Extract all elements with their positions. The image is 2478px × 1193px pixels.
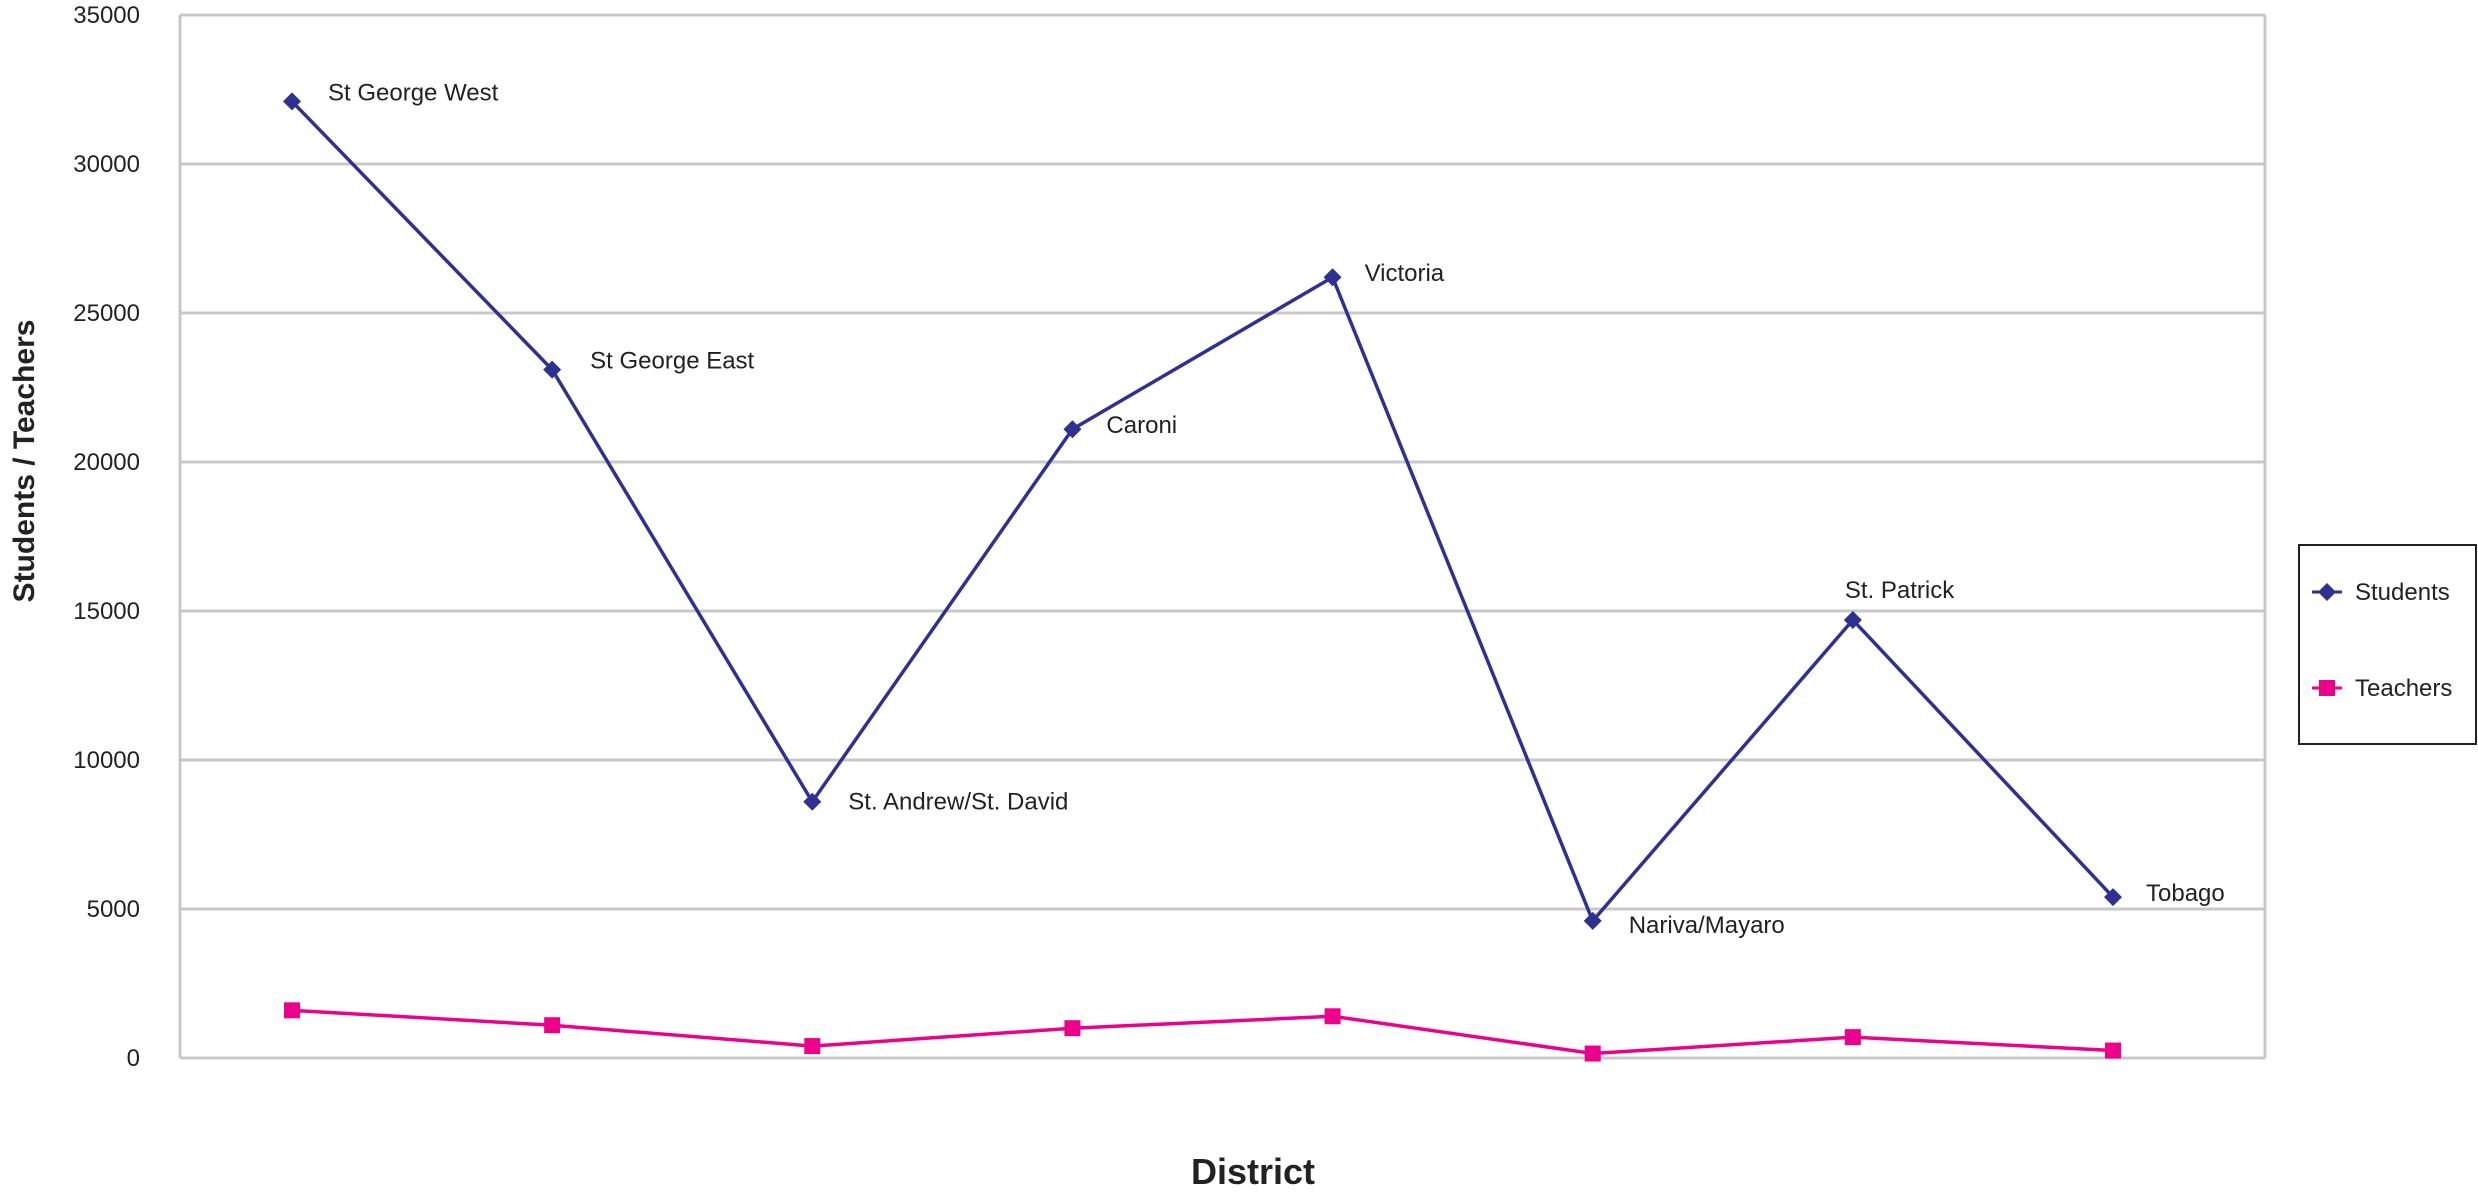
y-axis-ticks: 0 5000 10000 15000 20000 25000 30000 35000 bbox=[73, 2, 140, 1072]
marker-students bbox=[1323, 268, 1342, 287]
marker-students bbox=[803, 792, 822, 811]
marker-students bbox=[283, 92, 301, 111]
point-label: Caroni bbox=[1106, 412, 1177, 439]
y-tick-label: 10000 bbox=[73, 747, 140, 774]
x-axis-title: District bbox=[1191, 1151, 1315, 1192]
legend-marker bbox=[2319, 680, 2335, 696]
marker-teachers bbox=[284, 1002, 300, 1019]
y-tick-label: 25000 bbox=[73, 300, 140, 327]
point-label: St. Andrew/St. David bbox=[848, 789, 1068, 816]
marker-students bbox=[1063, 420, 1082, 439]
marker-teachers bbox=[1324, 1008, 1341, 1025]
series-lines bbox=[283, 92, 2122, 1062]
point-label: Victoria bbox=[1365, 260, 1445, 287]
y-tick-label: 30000 bbox=[73, 151, 140, 178]
marker-teachers bbox=[1584, 1045, 1601, 1062]
point-label: St. Patrick bbox=[1845, 577, 1955, 604]
series-line-students bbox=[290, 100, 2115, 925]
legend-label: Teachers bbox=[2355, 675, 2452, 702]
point-label: St George East bbox=[590, 348, 754, 375]
marker-students bbox=[1583, 911, 1602, 930]
marker-teachers bbox=[1064, 1020, 1081, 1037]
point-labels: St George West St George East St. Andrew/S… bbox=[328, 79, 2225, 939]
legend-box bbox=[2298, 544, 2477, 745]
y-tick-label: 5000 bbox=[87, 896, 140, 923]
legend-label: Students bbox=[2355, 579, 2450, 606]
marker-teachers bbox=[804, 1038, 821, 1055]
point-label: Nariva/Mayaro bbox=[1629, 912, 1785, 939]
gridlines bbox=[178, 13, 2267, 1060]
series-line-teachers bbox=[291, 1008, 2114, 1056]
y-tick-label: 35000 bbox=[73, 2, 140, 29]
marker-teachers bbox=[1844, 1029, 1861, 1046]
marker-teachers bbox=[544, 1017, 561, 1034]
point-label: Tobago bbox=[2146, 880, 2225, 907]
legend: Students Teachers bbox=[2298, 544, 2477, 745]
legend-marker bbox=[2318, 583, 2336, 601]
marker-students bbox=[1843, 610, 1862, 629]
marker-students bbox=[543, 360, 562, 379]
marker-students bbox=[2104, 888, 2122, 907]
point-label: St George West bbox=[328, 79, 499, 106]
y-tick-label: 15000 bbox=[73, 598, 140, 625]
marker-teachers bbox=[2105, 1042, 2121, 1059]
y-tick-label: 20000 bbox=[73, 449, 140, 476]
y-axis-title: Students / Teachers bbox=[8, 320, 41, 603]
y-tick-label: 0 bbox=[127, 1045, 140, 1072]
